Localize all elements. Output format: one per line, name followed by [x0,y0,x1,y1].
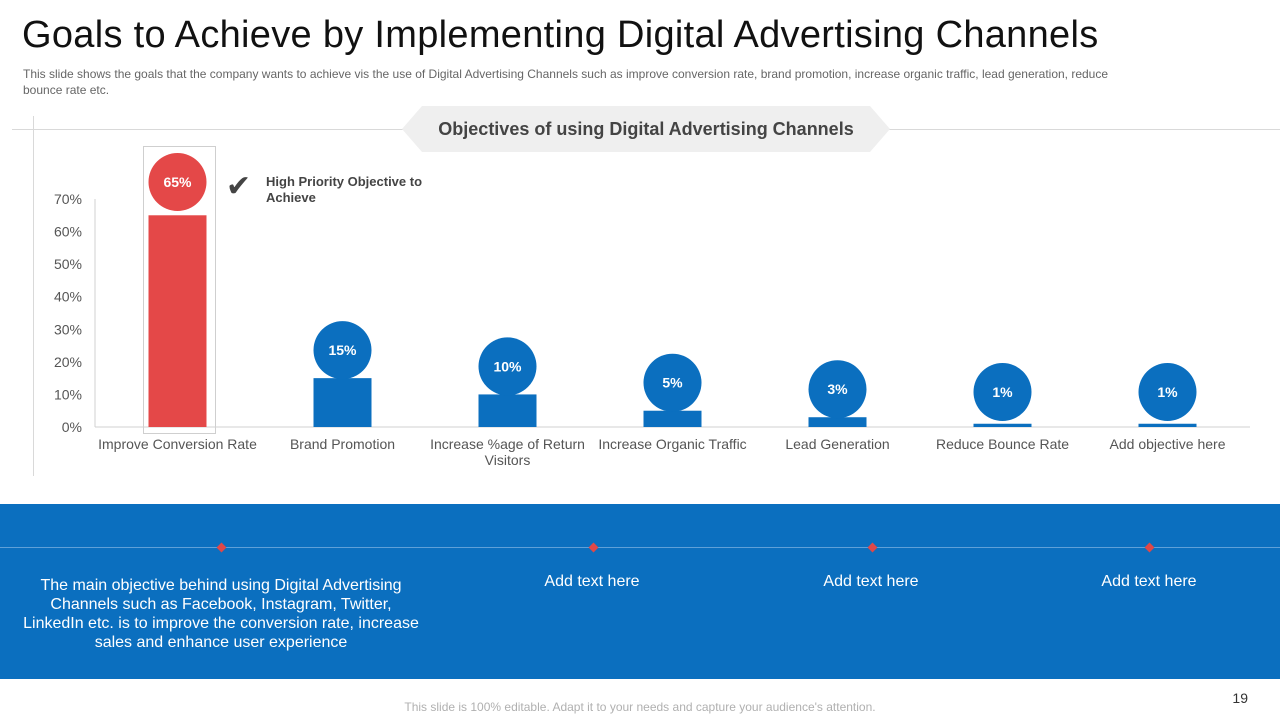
data-label-circle [478,337,537,396]
panel-main-text: The main objective behind using Digital … [23,577,419,651]
data-label-circle [973,363,1032,421]
x-tick-label: Improve Conversion Rate [98,436,257,452]
data-label: 1% [1157,384,1178,400]
y-tick-label: 20% [54,354,82,370]
data-label-circle [313,321,372,380]
data-label: 10% [493,358,522,374]
marker-icon [1144,542,1155,553]
panel-text-3: Add text here [1101,573,1197,590]
divider-vertical [33,116,34,476]
panel-text-1: Add text here [544,573,640,590]
page-number: 19 [1232,690,1248,706]
bar [973,423,1032,427]
highlight-frame [143,146,216,434]
priority-label: High Priority Objective to Achieve [266,174,423,205]
chart-banner-title: Objectives of using Digital Advertising … [438,118,854,139]
marker-icon [867,542,878,553]
chart-banner: Objectives of using Digital Advertising … [402,106,890,152]
data-label: 65% [163,174,192,190]
panel-text-2: Add text here [823,573,919,590]
y-tick-label: 60% [54,224,82,240]
bar-chart: 0% 10% 20% 30% 40% 50% 60% 70% 65% Improve Conver… [54,153,1250,468]
slide-title: Goals to Achieve by Implementing Digital… [22,14,1099,56]
bar [313,378,372,427]
y-tick-label: 10% [54,386,82,402]
slide-subtitle: This slide shows the goals that the comp… [23,67,1109,97]
y-tick-label: 70% [54,191,82,207]
y-tick-label: 50% [54,256,82,272]
bottom-panel: The main objective behind using Digital … [0,504,1280,679]
y-tick-label: 40% [54,289,82,305]
panel-divider [0,547,1280,548]
x-tick-label: Add objective here [1110,436,1226,452]
y-tick-label: 0% [62,419,82,435]
data-label-circle [643,353,702,412]
bar [1138,423,1197,427]
data-label: 15% [328,342,357,358]
x-tick-label: Increase %age of Return Visitors [430,436,585,468]
checkmark-icon: ✔ [226,170,252,203]
data-label-circle [808,360,867,419]
x-tick-label: Brand Promotion [290,436,395,452]
marker-icon [216,542,227,553]
data-label: 3% [827,381,848,397]
bar [148,215,207,427]
data-label: 1% [992,384,1013,400]
x-tick-label: Increase Organic Traffic [598,436,746,452]
data-label-circle [1138,363,1197,421]
footer-note: This slide is 100% editable. Adapt it to… [404,700,876,714]
bar [643,410,702,427]
bar [808,417,867,427]
x-tick-label: Reduce Bounce Rate [936,436,1069,452]
data-label-circle [148,153,207,211]
marker-icon [588,542,599,553]
data-label: 5% [662,375,683,391]
x-tick-label: Lead Generation [785,436,889,452]
bar [478,394,537,427]
y-tick-label: 30% [54,321,82,337]
